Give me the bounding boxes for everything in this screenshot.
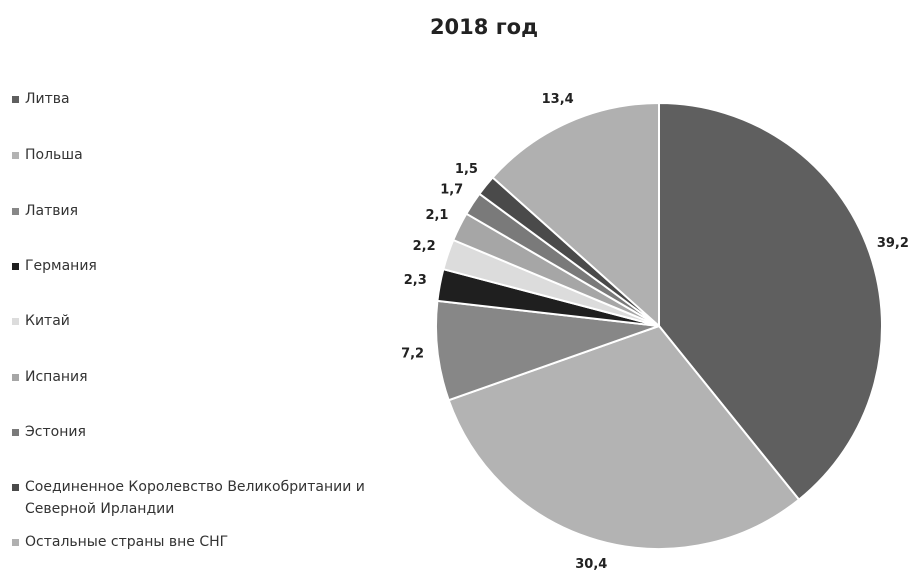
pie-slice bbox=[435, 299, 660, 402]
pie-slice bbox=[447, 324, 801, 550]
legend-swatch bbox=[12, 484, 19, 491]
legend-item: Польша bbox=[12, 144, 402, 166]
legend-item: Испания bbox=[12, 366, 402, 388]
legend-item: Эстония bbox=[12, 421, 402, 443]
legend-label: Литва bbox=[25, 91, 70, 107]
data-label: 2,1 bbox=[425, 208, 448, 223]
legend-item: Латвия bbox=[12, 200, 402, 222]
legend-label: Латвия bbox=[25, 203, 79, 219]
legend-label: Эстония bbox=[25, 424, 86, 440]
data-label: 1,5 bbox=[455, 162, 478, 177]
legend-swatch bbox=[12, 263, 19, 270]
data-label: 1,7 bbox=[440, 182, 463, 197]
data-label: 7,2 bbox=[401, 346, 424, 361]
data-label: 13,4 bbox=[542, 92, 574, 107]
legend-swatch bbox=[12, 318, 19, 325]
legend-swatch bbox=[12, 96, 19, 103]
pie-slice bbox=[658, 101, 883, 502]
legend-swatch bbox=[12, 429, 19, 436]
data-label: 2,2 bbox=[413, 239, 436, 254]
legend-swatch bbox=[12, 539, 19, 546]
data-label: 30,4 bbox=[575, 557, 607, 572]
legend-label: Остальные страны вне СНГ bbox=[25, 534, 229, 550]
legend-label: Испания bbox=[25, 369, 88, 385]
pie-slice bbox=[491, 101, 660, 329]
legend-label: Китай bbox=[25, 313, 70, 329]
legend-label: Германия bbox=[25, 258, 97, 274]
chart-title: 2018 год bbox=[430, 15, 538, 39]
legend-item: Соединенное Королевство Великобритании и… bbox=[12, 476, 402, 520]
legend-item: Остальные страны вне СНГ bbox=[12, 531, 402, 553]
data-label: 39,2 bbox=[877, 236, 909, 251]
legend-swatch bbox=[12, 208, 19, 215]
legend-item: Китай bbox=[12, 310, 402, 332]
data-label: 2,3 bbox=[404, 273, 427, 288]
legend-label: Соединенное Королевство Великобритании и… bbox=[25, 479, 365, 517]
legend-item: Литва bbox=[12, 88, 402, 110]
legend-swatch bbox=[12, 152, 19, 159]
legend-label: Польша bbox=[25, 147, 83, 163]
legend-item: Германия bbox=[12, 255, 402, 277]
legend-swatch bbox=[12, 374, 19, 381]
